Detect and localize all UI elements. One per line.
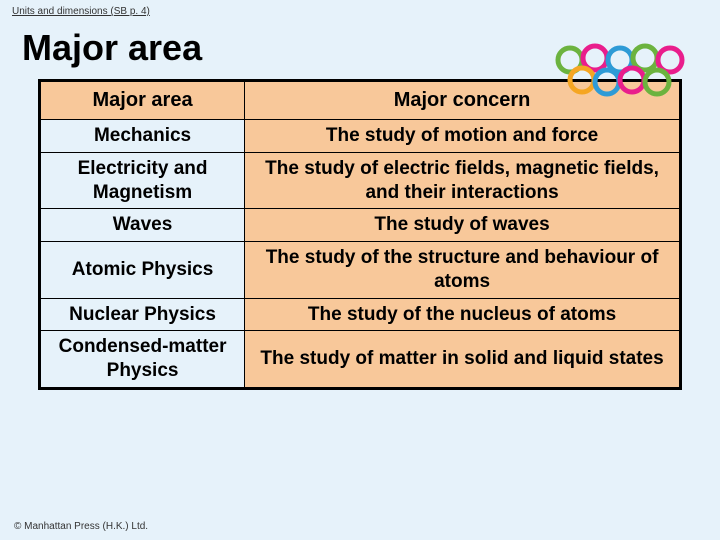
table-row: Electricity and MagnetismThe study of el… bbox=[40, 152, 681, 209]
table-row: Condensed-matter PhysicsThe study of mat… bbox=[40, 331, 681, 389]
table-row: Nuclear PhysicsThe study of the nucleus … bbox=[40, 298, 681, 331]
rings-decoration bbox=[540, 40, 690, 100]
cell-concern: The study of the structure and behaviour… bbox=[245, 242, 681, 299]
table-row: WavesThe study of waves bbox=[40, 209, 681, 242]
ring-icon bbox=[595, 70, 619, 94]
ring-icon bbox=[620, 68, 644, 92]
copyright-footer: © Manhattan Press (H.K.) Ltd. bbox=[14, 521, 148, 532]
table-row: Atomic PhysicsThe study of the structure… bbox=[40, 242, 681, 299]
table-row: MechanicsThe study of motion and force bbox=[40, 120, 681, 153]
cell-concern: The study of electric fields, magnetic f… bbox=[245, 152, 681, 209]
cell-area: Mechanics bbox=[40, 120, 245, 153]
cell-area: Electricity and Magnetism bbox=[40, 152, 245, 209]
cell-concern: The study of the nucleus of atoms bbox=[245, 298, 681, 331]
content-table-wrap: Major area Major concern MechanicsThe st… bbox=[0, 79, 720, 390]
cell-area: Nuclear Physics bbox=[40, 298, 245, 331]
cell-concern: The study of matter in solid and liquid … bbox=[245, 331, 681, 389]
physics-areas-table: Major area Major concern MechanicsThe st… bbox=[38, 79, 682, 390]
cell-concern: The study of waves bbox=[245, 209, 681, 242]
col-header-area: Major area bbox=[40, 81, 245, 120]
ring-icon bbox=[570, 68, 594, 92]
cell-area: Waves bbox=[40, 209, 245, 242]
ring-icon bbox=[645, 70, 669, 94]
cell-area: Condensed-matter Physics bbox=[40, 331, 245, 389]
cell-area: Atomic Physics bbox=[40, 242, 245, 299]
breadcrumb: Units and dimensions (SB p. 4) bbox=[0, 0, 720, 23]
cell-concern: The study of motion and force bbox=[245, 120, 681, 153]
